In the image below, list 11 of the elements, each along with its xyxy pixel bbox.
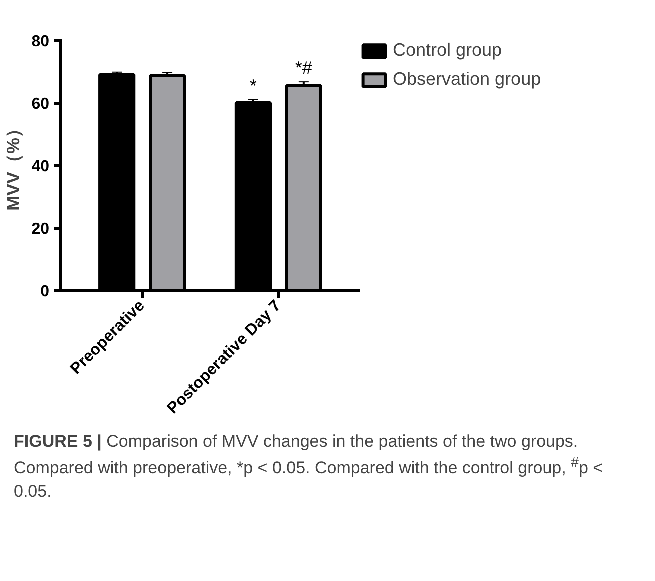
data-label: *#	[295, 58, 312, 78]
y-axis-title: MVV（%）	[4, 120, 24, 212]
legend-label: Control group	[393, 40, 502, 61]
y-tick-label: 0	[40, 284, 50, 300]
y-tick-label: 20	[32, 221, 50, 238]
y-tick-label: 40	[32, 158, 50, 176]
y-tick-label: 60	[32, 96, 50, 113]
legend-label: Observation group	[393, 69, 542, 90]
text: FIGURE 5 | Comparison of MVV changes in the patients of the two groups. Compared with preoperative, *p < 0.05. Compared with the control group, $^{#}$p < 0.05.	[14, 432, 604, 501]
data-label: *	[250, 76, 257, 96]
y-tick-label: 80	[32, 34, 50, 50]
